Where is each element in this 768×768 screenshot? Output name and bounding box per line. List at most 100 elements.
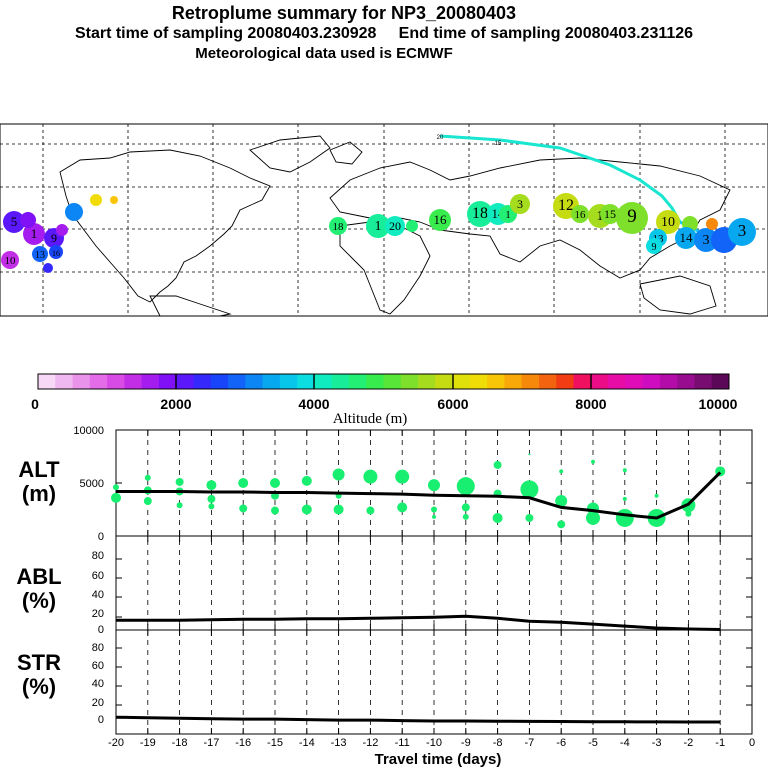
alt-point-2 (144, 474, 151, 481)
abl-ytick-40: 40 (92, 589, 104, 601)
alt-point-35 (520, 480, 539, 499)
colorbar-cell-33 (608, 374, 626, 389)
map-marker-label-12: 18 (333, 221, 345, 233)
x-tick-label: 0 (749, 737, 755, 749)
map-marker-29 (675, 227, 697, 249)
map-marker-11 (56, 224, 68, 236)
sampling-times: Start time of sampling 20080403.230928 E… (0, 25, 768, 43)
alt-point-16 (301, 475, 312, 486)
map-marker-label-32: 3 (738, 221, 747, 240)
abl-ytick-20: 20 (92, 608, 104, 620)
x-tick-label: -20 (108, 737, 124, 749)
map-marker-label-19: 1 (505, 209, 511, 221)
x-tick-labels: -20 -19 -18 -17 -16 -15 -14 -13 -12 -11 -10 -9 -8 -7-… (108, 737, 755, 749)
map-marker-label-13: 1 (375, 219, 382, 234)
x-tick-label: -8 (493, 737, 503, 749)
alt-point-8 (206, 480, 217, 491)
str-ytick-80: 80 (92, 642, 104, 654)
x-tick-label: -2 (684, 737, 694, 749)
map-marker-13 (366, 214, 390, 238)
map-marker-label-3: 10 (5, 255, 17, 267)
alt-point-26 (431, 506, 437, 513)
map-marker-33 (646, 238, 662, 254)
alt-ytick-0: 0 (98, 531, 104, 543)
map-marker-5 (49, 245, 63, 259)
colorbar-frame (37, 373, 730, 390)
map-marker-label-30: 3 (703, 233, 710, 248)
map-marker-label-33: 9 (652, 242, 657, 253)
x-tick-label: -17 (203, 737, 219, 749)
colorbar-cell-8 (176, 374, 194, 389)
end-time-label: End time of sampling 20080403.231126 (398, 25, 694, 42)
colorbar-cell-36 (659, 374, 678, 389)
alt-panel-unit: (m) (22, 481, 56, 506)
map-marker-12 (329, 217, 347, 235)
colorbar-major-ticks (175, 374, 592, 389)
alt-point-38 (555, 495, 568, 508)
colorbar-cell-5 (124, 374, 143, 389)
x-tick-label: -9 (461, 737, 471, 749)
colorbar-label: Altitude (m) (333, 411, 408, 427)
colorbar-tick-8000: 8000 (575, 396, 606, 412)
str-ytick-40: 40 (92, 678, 104, 690)
alt-point-1 (113, 484, 119, 491)
alt-point-45 (615, 508, 634, 527)
colorbar-cell-14 (279, 374, 298, 389)
x-tick-label: -4 (620, 737, 630, 749)
map-marker-label-25: 9 (627, 206, 637, 227)
alt-point-49 (685, 510, 692, 517)
map-marker-label-2: 9 (51, 231, 57, 245)
colorbar-cell-3 (89, 374, 108, 389)
colorbar-tick-4000: 4000 (298, 396, 329, 412)
map-track-label-mid: 15 (495, 141, 502, 147)
alt-point-0 (111, 492, 121, 503)
colorbar-cell-28 (521, 374, 540, 389)
alt-point-31 (493, 460, 502, 469)
alt-point-20 (333, 504, 344, 515)
alt-point-30 (462, 513, 469, 520)
map-marker-34 (706, 218, 718, 230)
colorbar-cell-35 (642, 374, 661, 389)
colorbar-cell-10 (210, 374, 229, 389)
panel-axis-ticks (115, 430, 753, 734)
map-marker-label-29: 14 (680, 230, 694, 245)
map-marker-label-28: 13 (653, 233, 665, 245)
map-marker-30 (694, 228, 718, 252)
start-time-label: Start time of sampling 20080403.230928 (74, 25, 377, 42)
alt-point-34 (528, 453, 531, 456)
map-marker-22 (571, 205, 589, 223)
alt-point-24 (397, 502, 408, 513)
colorbar-cell-1 (55, 374, 73, 389)
colorbar-tick-0: 0 (31, 396, 39, 412)
map-marker-10 (43, 263, 53, 273)
map-marker-7 (20, 212, 36, 228)
alt-point-33 (492, 512, 503, 523)
colorbar-cell-19 (366, 374, 384, 389)
map-marker-label-0: 5 (11, 214, 18, 229)
alt-point-47 (654, 493, 659, 498)
map-marker-label-5: 16 (52, 249, 60, 258)
x-tick-label: -10 (426, 737, 442, 749)
colorbar-cell-12 (245, 374, 263, 389)
map-marker-label-20: 3 (517, 197, 523, 211)
alt-ytick-5000: 5000 (80, 478, 104, 490)
alt-point-4 (143, 497, 152, 506)
colorbar-cell-2 (72, 374, 91, 389)
colorbar-cell-4 (107, 374, 125, 389)
x-tick-label: -11 (395, 737, 410, 749)
colorbar-cell-13 (262, 374, 281, 389)
map-marker-label-23: 1 (597, 209, 604, 224)
colorbar-cell-32 (590, 374, 609, 389)
map-marker-label-22: 16 (575, 209, 587, 221)
colorbar-cell-15 (297, 374, 315, 389)
str-panel-unit: (%) (22, 674, 56, 699)
abl-panel-label: ABL (16, 564, 61, 589)
map-marker-16 (429, 209, 451, 231)
colorbar-cell-17 (331, 374, 350, 389)
x-tick-label: -18 (172, 737, 188, 749)
alt-point-5 (175, 477, 184, 486)
alt-point-21 (363, 469, 378, 484)
map-marker-4 (32, 246, 48, 262)
alt-point-40 (591, 459, 595, 464)
map-marker-3 (1, 251, 19, 269)
